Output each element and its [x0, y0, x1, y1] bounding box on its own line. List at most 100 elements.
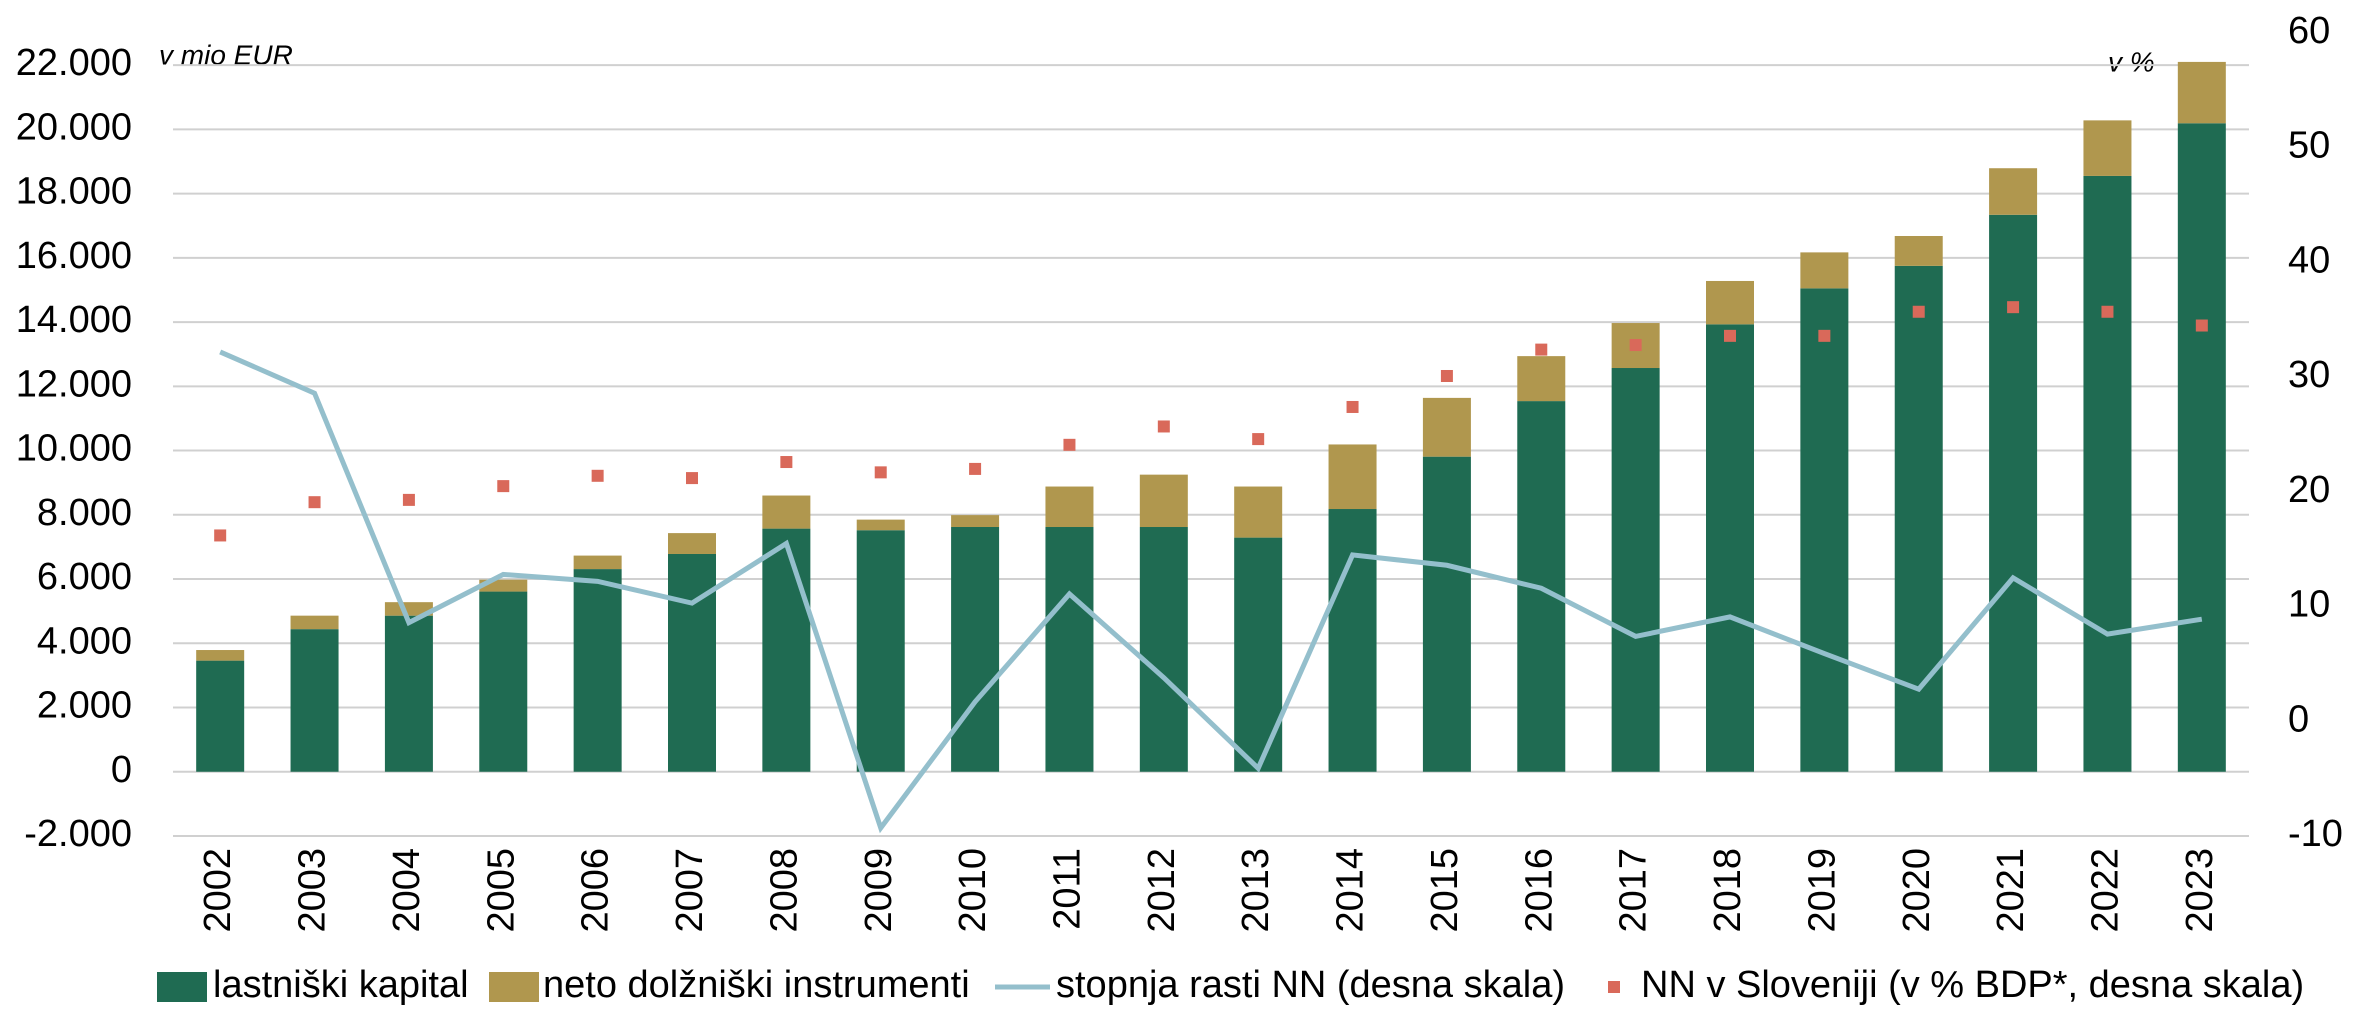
bar-segment	[1989, 168, 2038, 215]
bar-segment	[951, 515, 1000, 528]
bar-segment	[384, 602, 433, 616]
marker	[1912, 305, 1925, 318]
bar-segment	[856, 530, 905, 772]
y-tick-label: 6.000	[37, 556, 132, 598]
marker	[402, 493, 415, 506]
bar-segment	[573, 569, 622, 772]
bar-segment	[2083, 120, 2132, 176]
legend-label: NN v Sloveniji (v % BDP*, desna skala)	[1641, 964, 2304, 1006]
bar-segment	[479, 579, 528, 592]
x-tick-label: 2021	[1990, 848, 2032, 933]
bar-segment	[1894, 265, 1943, 772]
marker	[1440, 369, 1453, 382]
bar-segment	[1422, 456, 1471, 772]
x-tick-label: 2010	[952, 848, 994, 933]
bar-segment	[290, 615, 339, 630]
x-tick-label: 2012	[1141, 848, 1183, 933]
y2-tick-label: 10	[2288, 584, 2330, 626]
y-tick-label: 0	[111, 749, 132, 791]
y2-unit-label: v %	[2108, 46, 2155, 77]
y-tick-label: -2.000	[24, 813, 132, 855]
bar-segment	[1234, 537, 1283, 772]
bar-segment	[1045, 486, 1094, 528]
bar-segment	[668, 533, 716, 554]
x-tick-label: 2013	[1235, 848, 1277, 933]
y-tick-label: 16.000	[16, 235, 132, 277]
marker	[1818, 329, 1831, 342]
bar-segment	[2083, 175, 2132, 772]
bar-segment	[2177, 123, 2226, 772]
bar-segment	[479, 591, 528, 772]
bar-segment	[290, 629, 339, 772]
marker	[874, 466, 887, 479]
bar-segment	[1045, 527, 1094, 772]
bar-segment	[1989, 214, 2038, 772]
y-tick-label: 20.000	[16, 106, 132, 148]
marker	[1535, 343, 1548, 356]
marker	[1063, 438, 1076, 451]
x-tick-label: 2016	[1518, 848, 1560, 933]
marker	[1252, 433, 1265, 446]
y-tick-label: 8.000	[37, 492, 132, 534]
marker	[686, 472, 698, 485]
y2-tick-label: 30	[2288, 354, 2330, 396]
bar-segment	[762, 528, 811, 772]
bar-segment	[1139, 474, 1188, 528]
y2-tick-label: 50	[2288, 125, 2330, 167]
x-tick-label: 2009	[858, 848, 900, 933]
y-tick-label: 2.000	[37, 685, 132, 727]
legend-label: stopnja rasti NN (desna skala)	[1056, 964, 1565, 1006]
marker	[969, 462, 982, 475]
legend-swatch	[157, 972, 207, 1002]
x-tick-label: 2005	[480, 848, 522, 933]
x-tick-label: 2023	[2179, 848, 2221, 933]
y-tick-label: 14.000	[16, 299, 132, 341]
x-tick-label: 2002	[197, 848, 239, 933]
bar-segment	[384, 615, 433, 772]
y2-tick-label: 60	[2288, 10, 2330, 52]
y-tick-label: 18.000	[16, 171, 132, 213]
x-tick-label: 2004	[386, 848, 428, 933]
legend-swatch	[1608, 981, 1620, 993]
x-tick-label: 2020	[1896, 848, 1938, 933]
y2-tick-label: 0	[2288, 698, 2309, 740]
x-tick-label: 2006	[575, 848, 617, 933]
x-tick-label: 2008	[763, 848, 805, 933]
marker	[2195, 319, 2208, 332]
marker	[591, 469, 604, 482]
bar-segment	[668, 553, 716, 772]
legend-label: neto dolžniški instrumenti	[543, 964, 970, 1006]
marker	[2007, 301, 2020, 314]
marker	[780, 456, 793, 469]
bar-segment	[1139, 527, 1188, 772]
marker	[1629, 339, 1642, 352]
y2-tick-label: 20	[2288, 469, 2330, 511]
bar-segment	[1328, 509, 1377, 772]
bar-segment	[1706, 280, 1754, 325]
x-tick-label: 2014	[1330, 848, 1372, 933]
marker	[1346, 400, 1359, 413]
x-tick-label: 2003	[292, 848, 334, 933]
y-tick-label: 4.000	[37, 620, 132, 662]
bar-segment	[1800, 288, 1849, 772]
marker	[497, 480, 510, 493]
bar-segment	[1611, 368, 1660, 772]
y-tick-label: 10.000	[16, 428, 132, 470]
marker	[308, 496, 321, 509]
bar-segment	[1517, 356, 1566, 402]
bar-segment	[573, 555, 622, 570]
legend-label: lastniški kapital	[213, 964, 469, 1006]
bar-segment	[2177, 61, 2226, 124]
marker	[2101, 305, 2114, 318]
bar-segment	[196, 650, 245, 661]
y2-tick-label: -10	[2288, 813, 2343, 855]
x-tick-label: 2017	[1613, 848, 1655, 933]
marker	[214, 529, 227, 542]
bar-segment	[1234, 486, 1283, 538]
y-tick-label: 22.000	[16, 42, 132, 84]
bar-segment	[1894, 235, 1943, 266]
bar-segment	[762, 495, 811, 529]
bar-segment	[1800, 252, 1849, 289]
bar-segment	[856, 519, 905, 531]
